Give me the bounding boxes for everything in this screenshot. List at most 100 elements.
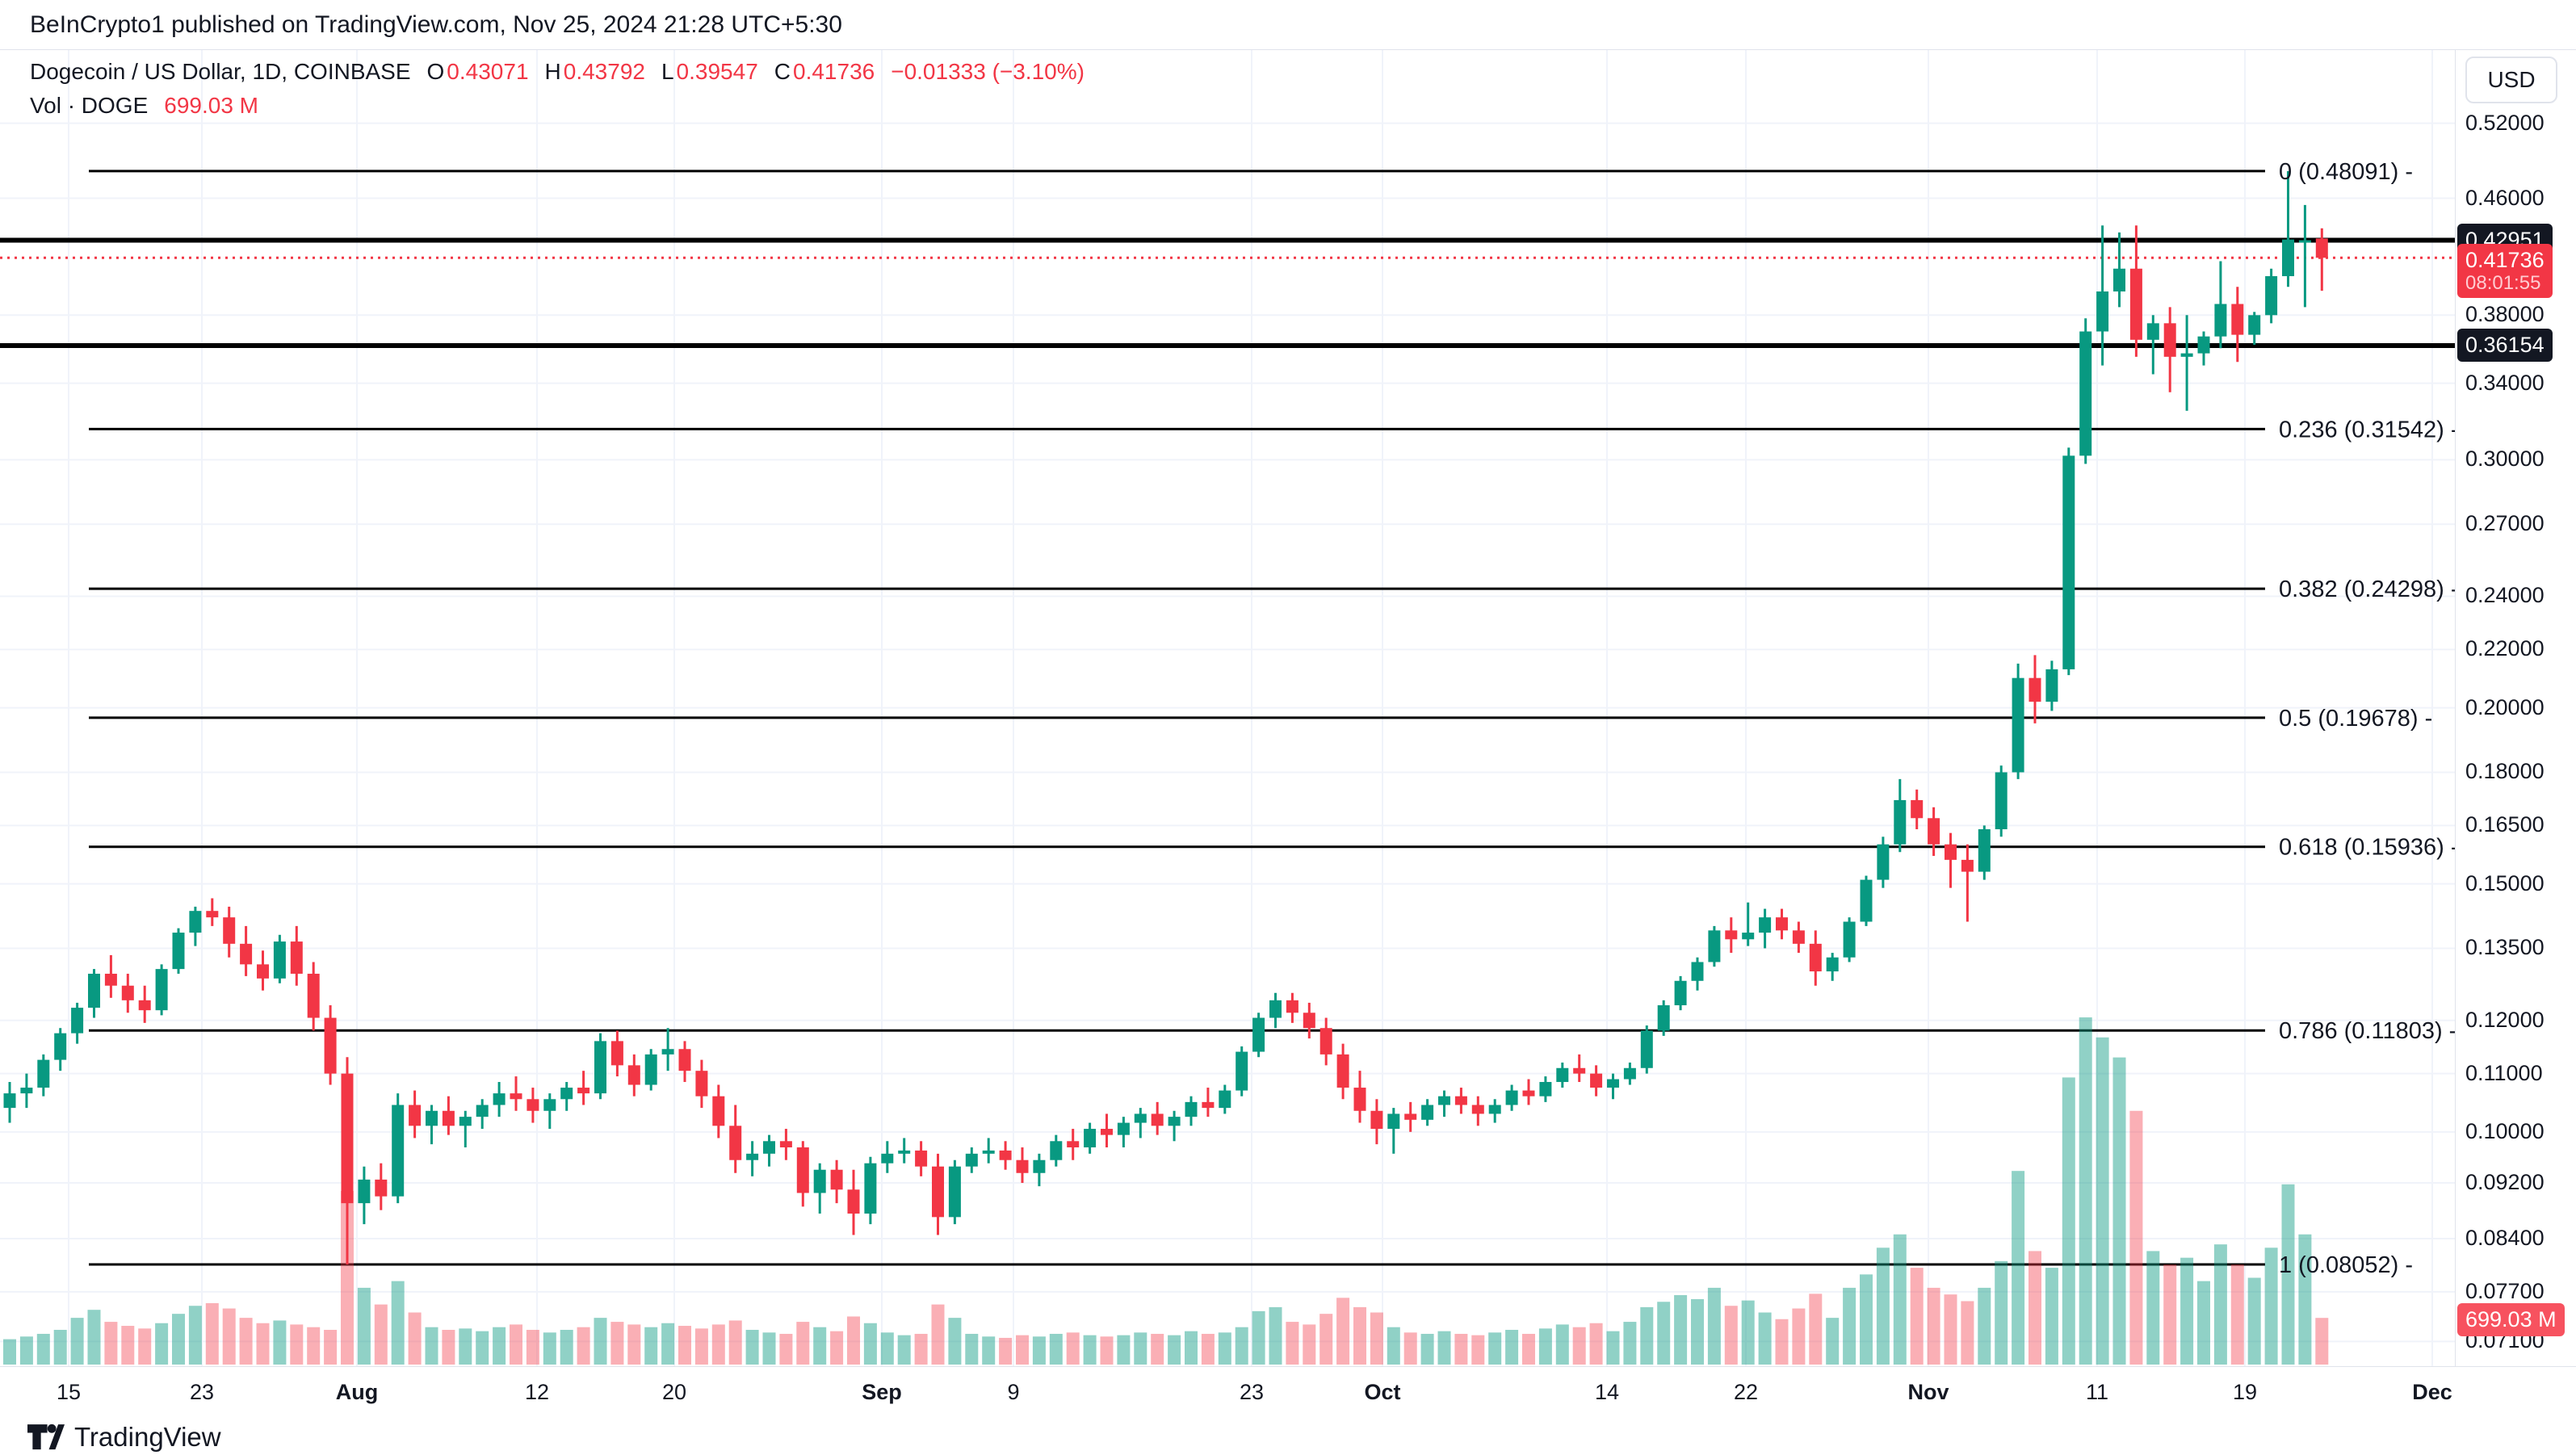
candle-body <box>1691 962 1704 981</box>
fibonacci-level-labels: 0 (0.48091) - 0.236 (0.31542) - 0.382 (0.2… <box>2279 159 2458 1278</box>
volume-bar <box>897 1335 911 1365</box>
volume-bar <box>880 1332 894 1365</box>
tradingview-logo-icon <box>27 1424 65 1450</box>
symbol-legend: Dogecoin / US Dollar, 1D, COINBASE O 0.4… <box>30 58 1085 120</box>
volume-bar <box>70 1318 84 1365</box>
volume-bar <box>1640 1306 1654 1365</box>
fib-level-label: 0.5 (0.19678) - <box>2279 706 2432 732</box>
volume-bar <box>1437 1331 1451 1365</box>
price-scale-panel[interactable]: USD 0.52000 0.46000 0.38000 0.34000 0.30000 0… <box>2455 50 2576 1366</box>
price-axis-label: 0.34000 <box>2465 370 2545 395</box>
volume-bar <box>493 1327 506 1365</box>
volume-bar <box>2163 1264 2177 1365</box>
volume-bar <box>205 1302 219 1365</box>
candle-body <box>1050 1141 1063 1160</box>
currency-toggle-button[interactable]: USD <box>2465 57 2557 103</box>
candle-body <box>881 1153 894 1164</box>
candle-body <box>1370 1110 1383 1130</box>
candle-body <box>2045 669 2058 702</box>
candle-body <box>54 1033 67 1060</box>
candle-body <box>1353 1088 1366 1111</box>
volume-bar <box>425 1327 438 1365</box>
volume-bar <box>1201 1333 1215 1365</box>
volume-bar <box>1792 1308 1806 1365</box>
candle-body <box>138 1000 151 1011</box>
volume-bar <box>2062 1077 2075 1365</box>
candle-body <box>2012 677 2024 773</box>
volume-bar <box>1555 1324 1569 1365</box>
volume-bar <box>847 1316 860 1365</box>
footer-bar: TradingView <box>0 1419 2576 1455</box>
candle-body <box>1303 1013 1315 1029</box>
candle-body <box>915 1150 928 1167</box>
candle-body <box>779 1141 792 1148</box>
candle-body <box>2062 455 2075 669</box>
volume-bar <box>1944 1294 1957 1365</box>
candle-body <box>2096 291 2109 332</box>
change-value: −0.01333 (−3.10%) <box>891 59 1085 84</box>
header-bar: BeInCrypto1 published on TradingView.com… <box>0 0 2576 50</box>
candle-body <box>1860 879 1873 922</box>
volume-bar <box>1505 1330 1519 1365</box>
fib-level-label: 1 (0.08052) - <box>2279 1252 2413 1278</box>
candle-body <box>712 1096 725 1126</box>
candle-body <box>1556 1067 1569 1083</box>
candle-body <box>1911 799 1924 819</box>
volume-bar <box>1370 1312 1383 1365</box>
volume-bar <box>1843 1287 1856 1365</box>
time-axis[interactable]: 15 23 Aug 12 20 Sep 9 23 Oct 14 22 Nov 11 19 Dec <box>0 1366 2576 1419</box>
candle-body <box>1522 1090 1535 1096</box>
candle-body <box>1454 1096 1467 1105</box>
candle-body <box>1573 1067 1586 1074</box>
volume-bar <box>2281 1184 2295 1365</box>
candle-body <box>543 1099 556 1111</box>
volume-label: Vol · DOGE <box>30 93 149 118</box>
volume-bar <box>526 1330 539 1365</box>
tradingview-logo-text: TradingView <box>74 1422 221 1452</box>
fib-level-label: 0.786 (0.11803) - <box>2279 1018 2456 1044</box>
candle-body <box>1674 980 1687 1005</box>
volume-bar <box>374 1304 388 1365</box>
high-value: 0.43792 <box>563 59 645 84</box>
candle-body <box>1185 1101 1198 1117</box>
candle-body <box>476 1105 489 1117</box>
time-axis-label: 11 <box>2085 1380 2109 1404</box>
candle-body <box>2298 240 2311 243</box>
candle-body <box>1928 818 1940 845</box>
candle-body <box>1067 1141 1080 1148</box>
volume-bar <box>121 1326 135 1365</box>
volume-bar <box>1724 1306 1738 1365</box>
candle-body <box>1809 943 1822 972</box>
candle-body <box>847 1189 860 1214</box>
volume-bar <box>510 1324 522 1365</box>
candle-body <box>1252 1017 1265 1052</box>
volume-bar <box>1319 1314 1333 1365</box>
candle-body <box>510 1093 522 1100</box>
tradingview-logo[interactable]: TradingView <box>27 1421 221 1453</box>
candle-body <box>1134 1113 1147 1123</box>
volume-bar <box>1083 1335 1097 1365</box>
candle-body <box>1336 1054 1349 1088</box>
volume-value-badge: 699.03 M <box>2457 1303 2565 1336</box>
volume-bar <box>1623 1322 1637 1365</box>
fib-level-label: 0.618 (0.15936) - <box>2279 835 2458 861</box>
volume-bar <box>2129 1110 2143 1365</box>
candle-body <box>358 1179 371 1204</box>
volume-bar <box>644 1327 658 1365</box>
candle-body <box>71 1008 84 1034</box>
price-axis-label: 0.16500 <box>2465 812 2545 837</box>
volume-bar <box>290 1324 304 1365</box>
candle-body <box>813 1169 826 1193</box>
volume-bar <box>1910 1268 1924 1365</box>
volume-bar <box>1134 1332 1147 1365</box>
volume-bar <box>830 1331 844 1365</box>
candle-body <box>2163 323 2176 357</box>
volume-bar <box>442 1330 455 1365</box>
volume-bar <box>762 1332 776 1365</box>
candle-body <box>1151 1113 1164 1126</box>
volume-bar <box>560 1330 573 1365</box>
price-axis-label: 0.38000 <box>2465 302 2545 327</box>
candlestick-series <box>3 170 2328 1264</box>
